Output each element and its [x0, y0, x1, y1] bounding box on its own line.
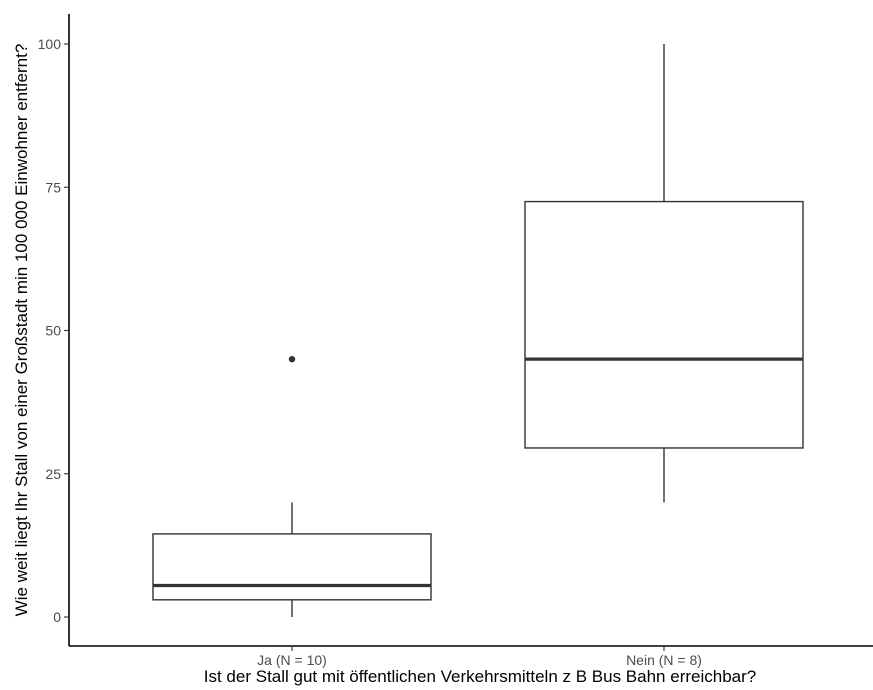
x-tick-label: Nein (N = 8)	[626, 652, 702, 668]
box-group	[525, 44, 803, 502]
box-group	[153, 356, 431, 617]
outlier-point	[289, 356, 295, 362]
box-iqr	[153, 534, 431, 600]
y-tick-label: 0	[53, 609, 61, 625]
x-axis-title: Ist der Stall gut mit öffentlichen Verke…	[204, 667, 756, 686]
y-axis-title: Wie weit liegt Ihr Stall von einer Großs…	[12, 44, 31, 617]
y-tick-label: 50	[45, 323, 61, 339]
box-iqr	[525, 202, 803, 448]
plot-area	[153, 44, 803, 617]
y-tick-label: 100	[38, 36, 62, 52]
y-tick-label: 75	[45, 179, 61, 195]
x-tick-label: Ja (N = 10)	[257, 652, 327, 668]
y-tick-label: 25	[45, 466, 61, 482]
